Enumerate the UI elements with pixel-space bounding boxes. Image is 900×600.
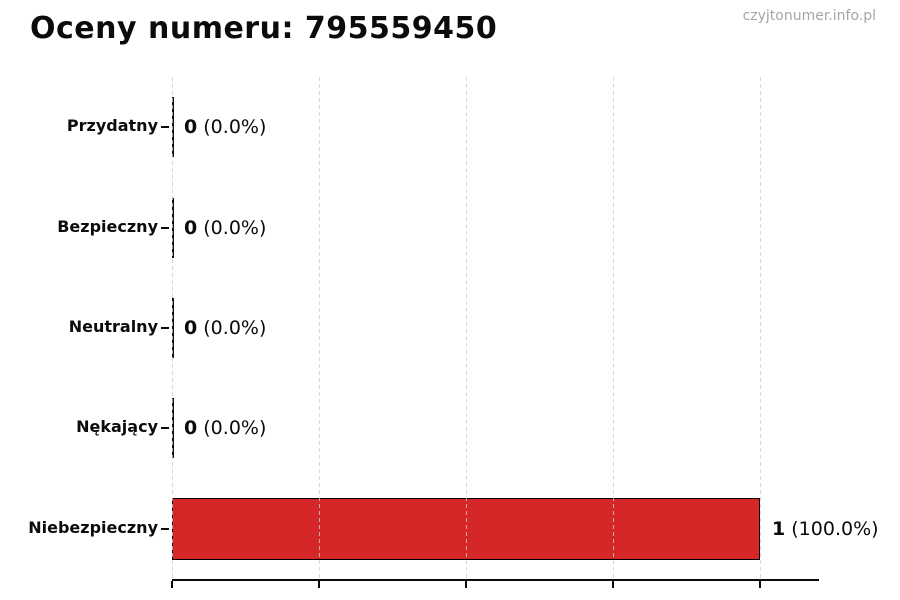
value-percent: (0.0%) bbox=[197, 116, 267, 139]
gridline bbox=[319, 77, 320, 580]
x-axis-tick bbox=[465, 581, 467, 588]
category-label: Niebezpieczny bbox=[28, 517, 158, 537]
gridline bbox=[466, 77, 467, 580]
value-label: 0 (0.0%) bbox=[184, 316, 266, 340]
y-axis-tick bbox=[161, 427, 169, 430]
value-count: 0 bbox=[184, 317, 198, 339]
gridline bbox=[613, 77, 614, 580]
zero-bar bbox=[172, 197, 174, 258]
value-count: 1 bbox=[772, 517, 786, 540]
category-label: Bezpieczny bbox=[57, 216, 158, 236]
y-axis-tick bbox=[161, 527, 169, 530]
chart-title: Oceny numeru: 795559450 bbox=[30, 11, 498, 46]
category-label: Neutralny bbox=[68, 317, 158, 336]
x-axis-tick bbox=[612, 581, 614, 588]
zero-bar bbox=[172, 398, 174, 459]
watermark-text: czyjtonumer.info.pl bbox=[742, 8, 876, 24]
value-label: 0 (0.0%) bbox=[184, 115, 266, 139]
zero-bar bbox=[172, 298, 174, 358]
y-axis-tick bbox=[161, 327, 169, 329]
x-axis-tick bbox=[759, 581, 761, 588]
value-label: 0 (0.0%) bbox=[184, 216, 266, 240]
value-count: 0 bbox=[184, 417, 198, 440]
category-label: Nękający bbox=[76, 417, 158, 437]
value-percent: (0.0%) bbox=[197, 417, 267, 440]
y-axis-tick bbox=[161, 226, 169, 229]
category-label: Przydatny bbox=[66, 116, 158, 136]
zero-bar bbox=[172, 97, 174, 158]
x-axis-tick bbox=[318, 581, 320, 588]
value-percent: (100.0%) bbox=[785, 517, 879, 540]
value-percent: (0.0%) bbox=[197, 317, 267, 339]
x-axis-line bbox=[172, 579, 819, 581]
value-label: 1 (100.0%) bbox=[772, 517, 879, 541]
x-axis-tick bbox=[171, 581, 173, 588]
y-axis-tick bbox=[161, 126, 169, 129]
value-label: 0 (0.0%) bbox=[184, 416, 266, 440]
value-count: 0 bbox=[184, 116, 198, 139]
value-count: 0 bbox=[184, 216, 198, 239]
value-percent: (0.0%) bbox=[197, 216, 267, 239]
gridline bbox=[172, 77, 173, 580]
gridline bbox=[760, 77, 761, 580]
